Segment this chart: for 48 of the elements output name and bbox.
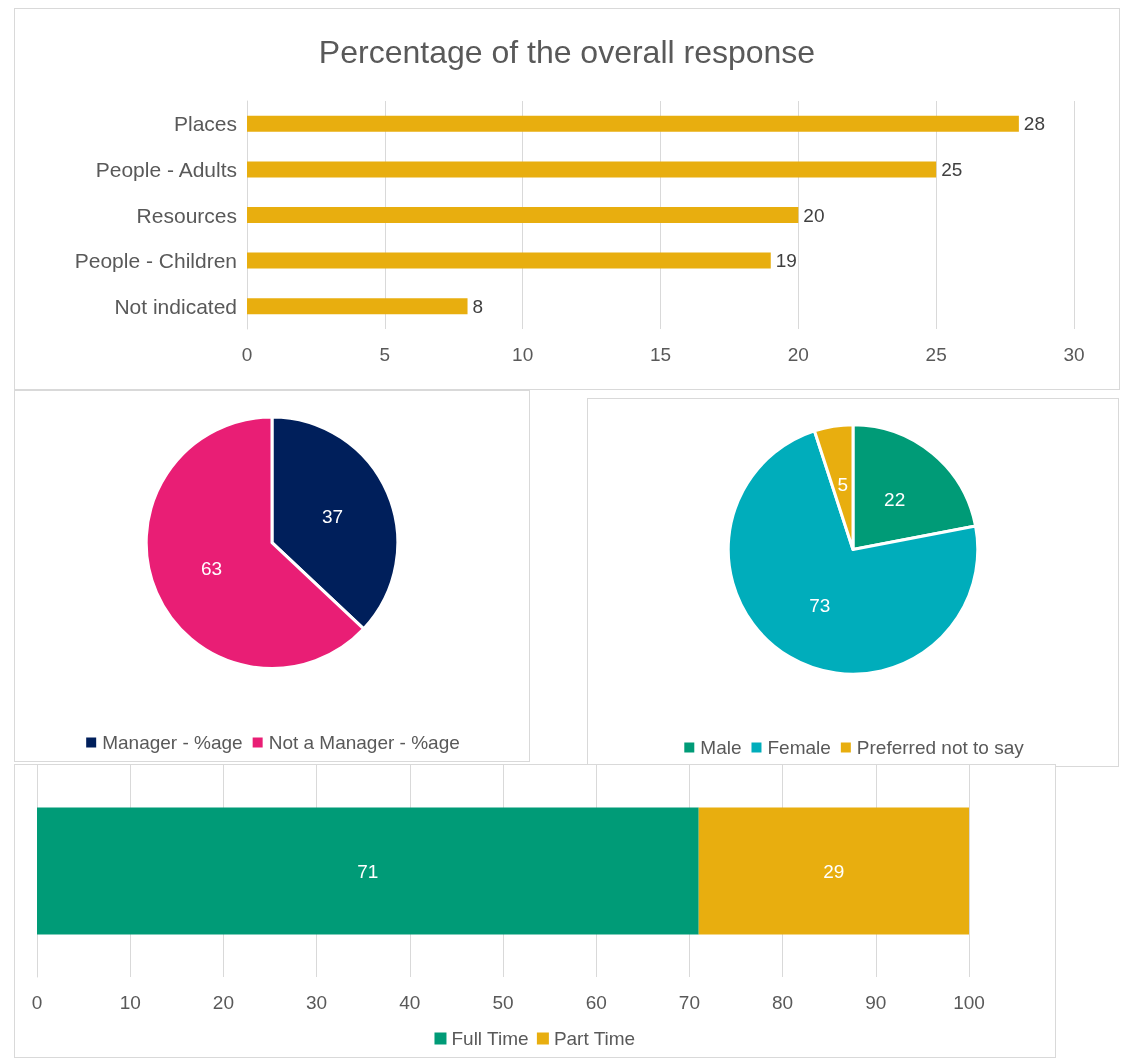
- x-tick-label: 70: [678, 992, 700, 1013]
- data-label: 73: [809, 595, 831, 617]
- data-label: 5: [837, 474, 849, 496]
- legend-label: Female: [767, 737, 831, 758]
- data-label: 8: [472, 295, 484, 317]
- x-tick-label: 0: [31, 992, 43, 1013]
- legend-label: Preferred not to say: [856, 737, 1025, 758]
- x-tick-label: 5: [379, 344, 391, 365]
- legend-label: Male: [700, 737, 742, 758]
- y-tick-label: People - Children: [74, 249, 237, 273]
- x-tick-label: 20: [212, 992, 234, 1013]
- bar: [247, 161, 937, 178]
- x-tick-label: 50: [492, 992, 514, 1013]
- x-tick-label: 30: [306, 992, 328, 1013]
- x-tick-label: 30: [1063, 344, 1085, 365]
- legend-label: Not a Manager - %age: [268, 732, 460, 753]
- x-tick-label: 60: [585, 992, 607, 1013]
- x-tick-label: 20: [787, 344, 809, 365]
- y-tick-label: People - Adults: [95, 157, 237, 181]
- bar: [247, 252, 771, 269]
- x-tick-label: 40: [399, 992, 421, 1013]
- x-tick-label: 15: [649, 344, 672, 365]
- legend-label: Part Time: [553, 1028, 636, 1049]
- y-tick-label: Places: [173, 112, 237, 136]
- data-label: 71: [357, 860, 379, 882]
- x-tick-label: 10: [512, 344, 534, 365]
- x-tick-label: 0: [241, 344, 253, 365]
- y-tick-label: Resources: [136, 203, 237, 227]
- data-label: 28: [1023, 113, 1046, 135]
- data-label: 63: [200, 558, 223, 580]
- y-tick-label: Not indicated: [114, 294, 237, 318]
- data-label: 20: [803, 204, 825, 226]
- legend-label: Full Time: [451, 1028, 529, 1049]
- data-label: 29: [823, 860, 845, 882]
- bar: [247, 207, 799, 223]
- data-label: 25: [941, 158, 963, 180]
- x-tick-label: 100: [953, 992, 985, 1013]
- bar: [247, 115, 1019, 132]
- x-tick-label: 25: [925, 344, 947, 365]
- x-tick-label: 10: [119, 992, 141, 1013]
- bar: [247, 298, 468, 315]
- chart-title: Percentage of the overall response: [318, 34, 816, 70]
- data-label: 37: [321, 506, 344, 528]
- data-label: 22: [884, 488, 906, 510]
- data-label: 19: [775, 250, 797, 272]
- x-tick-label: 80: [772, 992, 794, 1013]
- x-tick-label: 90: [865, 992, 887, 1013]
- legend-label: Manager - %age: [102, 732, 243, 753]
